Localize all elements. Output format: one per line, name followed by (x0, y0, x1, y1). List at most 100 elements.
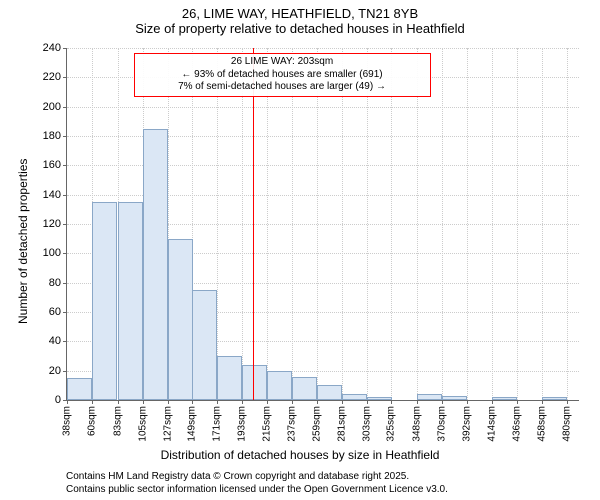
title-block: 26, LIME WAY, HEATHFIELD, TN21 8YB Size … (0, 0, 600, 36)
x-tick-label: 370sqm (437, 406, 448, 442)
x-tick-label: 149sqm (187, 406, 198, 442)
histogram-bar (92, 202, 117, 400)
x-tick-mark (192, 400, 193, 404)
histogram-bar (492, 397, 517, 400)
x-tick-mark (391, 400, 392, 404)
histogram-bar (67, 378, 92, 400)
x-tick-mark (143, 400, 144, 404)
title-subtitle: Size of property relative to detached ho… (0, 21, 600, 36)
y-tick-label: 0 (55, 394, 67, 406)
x-tick-label: 325sqm (386, 406, 397, 442)
gridline-vertical (367, 48, 368, 400)
x-tick-label: 193sqm (237, 406, 248, 442)
footer-line1: Contains HM Land Registry data © Crown c… (66, 471, 448, 484)
x-tick-label: 215sqm (262, 406, 273, 442)
x-tick-label: 259sqm (311, 406, 322, 442)
x-tick-mark (267, 400, 268, 404)
y-tick-label: 220 (43, 71, 67, 83)
attribution-footer: Contains HM Land Registry data © Crown c… (66, 471, 448, 496)
x-tick-label: 281sqm (336, 406, 347, 442)
x-tick-mark (567, 400, 568, 404)
plot-area: 02040608010012014016018020022024038sqm60… (66, 48, 579, 401)
x-tick-mark (292, 400, 293, 404)
y-tick-label: 180 (43, 130, 67, 142)
histogram-bar (143, 129, 168, 400)
y-tick-label: 240 (43, 42, 67, 54)
histogram-bar (217, 356, 242, 400)
x-tick-label: 458sqm (536, 406, 547, 442)
annotation-line: ← 93% of detached houses are smaller (69… (139, 69, 426, 82)
gridline-vertical (342, 48, 343, 400)
gridline-vertical (492, 48, 493, 400)
gridline-vertical (417, 48, 418, 400)
x-tick-mark (342, 400, 343, 404)
annotation-box: 26 LIME WAY: 203sqm← 93% of detached hou… (134, 53, 431, 97)
x-tick-label: 105sqm (137, 406, 148, 442)
x-tick-label: 38sqm (62, 406, 73, 436)
y-tick-label: 60 (49, 306, 67, 318)
histogram-bar (242, 365, 267, 400)
gridline-vertical (567, 48, 568, 400)
y-tick-label: 80 (49, 277, 67, 289)
subject-marker-line (253, 48, 254, 400)
y-tick-label: 120 (43, 218, 67, 230)
chart-container: 26, LIME WAY, HEATHFIELD, TN21 8YB Size … (0, 0, 600, 500)
x-tick-label: 436sqm (511, 406, 522, 442)
histogram-bar (192, 290, 217, 400)
x-tick-label: 237sqm (286, 406, 297, 442)
histogram-bar (542, 397, 567, 400)
y-tick-label: 100 (43, 247, 67, 259)
histogram-bar (267, 371, 292, 400)
x-tick-mark (542, 400, 543, 404)
x-tick-mark (417, 400, 418, 404)
annotation-line: 7% of semi-detached houses are larger (4… (139, 81, 426, 94)
y-tick-label: 200 (43, 101, 67, 113)
gridline-vertical (442, 48, 443, 400)
y-axis-label: Number of detached properties (16, 159, 30, 324)
gridline-vertical (292, 48, 293, 400)
gridline-vertical (391, 48, 392, 400)
histogram-bar (342, 394, 367, 400)
gridline-vertical (242, 48, 243, 400)
x-tick-mark (467, 400, 468, 404)
gridline-horizontal (67, 48, 579, 49)
x-axis-label: Distribution of detached houses by size … (0, 448, 600, 462)
x-tick-mark (492, 400, 493, 404)
histogram-bar (442, 396, 467, 400)
x-tick-mark (118, 400, 119, 404)
footer-line2: Contains public sector information licen… (66, 484, 448, 497)
x-tick-mark (242, 400, 243, 404)
histogram-bar (367, 397, 392, 400)
x-tick-label: 480sqm (561, 406, 572, 442)
x-tick-mark (217, 400, 218, 404)
x-tick-label: 392sqm (462, 406, 473, 442)
x-tick-mark (317, 400, 318, 404)
histogram-bar (292, 377, 317, 400)
x-tick-label: 83sqm (112, 406, 123, 436)
gridline-vertical (317, 48, 318, 400)
x-tick-label: 348sqm (412, 406, 423, 442)
x-tick-mark (168, 400, 169, 404)
histogram-bar (317, 385, 342, 400)
x-tick-label: 303sqm (361, 406, 372, 442)
gridline-vertical (467, 48, 468, 400)
x-tick-mark (367, 400, 368, 404)
x-tick-label: 60sqm (86, 406, 97, 436)
x-tick-mark (92, 400, 93, 404)
y-tick-label: 160 (43, 159, 67, 171)
x-tick-label: 414sqm (486, 406, 497, 442)
y-tick-label: 20 (49, 365, 67, 377)
annotation-line: 26 LIME WAY: 203sqm (139, 56, 426, 69)
histogram-bar (417, 394, 442, 400)
y-tick-label: 140 (43, 189, 67, 201)
x-tick-mark (67, 400, 68, 404)
gridline-vertical (542, 48, 543, 400)
x-tick-label: 171sqm (212, 406, 223, 442)
x-tick-mark (517, 400, 518, 404)
title-address: 26, LIME WAY, HEATHFIELD, TN21 8YB (0, 6, 600, 21)
histogram-bar (168, 239, 193, 400)
gridline-vertical (267, 48, 268, 400)
y-tick-label: 40 (49, 335, 67, 347)
gridline-vertical (517, 48, 518, 400)
histogram-bar (118, 202, 143, 400)
